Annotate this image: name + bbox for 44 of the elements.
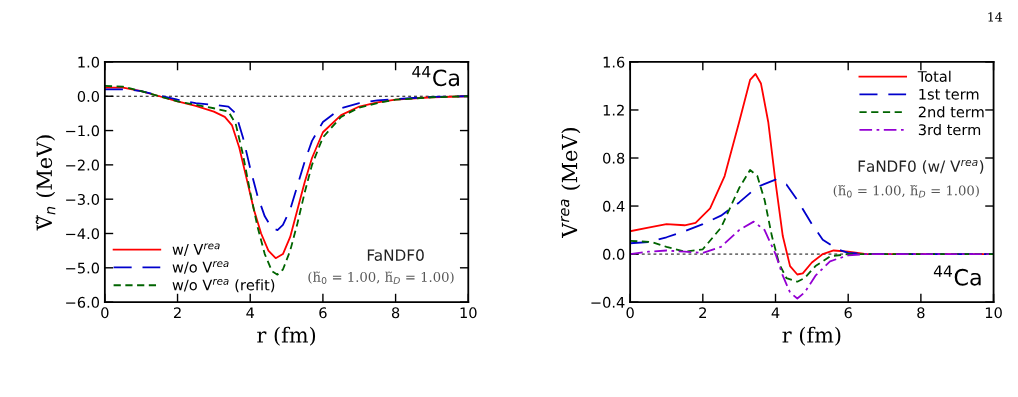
y-tick-label: −6.0 <box>66 296 100 308</box>
legend-label: 2nd term <box>918 106 984 118</box>
y-tick-label: −3.0 <box>66 193 100 205</box>
annotation: (h̃$_{0}$ = 1.00, h̃$_{D}$ = 1.00) <box>308 271 454 284</box>
x-tick-label: 0 <box>101 307 109 319</box>
y-tick-label: −5.0 <box>66 262 100 274</box>
y-axis-title: V$^{rea}$ (MeV) <box>560 128 581 238</box>
y-tick-label: −2.0 <box>66 159 100 171</box>
x-tick-label: 6 <box>844 307 852 319</box>
x-axis-title: r (fm) <box>782 326 841 346</box>
annotation: (h̃$_{0}$ = 1.00, h̃$_{D}$ = 1.00) <box>833 184 979 198</box>
x-tick-label: 4 <box>246 307 255 319</box>
x-tick-label: 6 <box>319 307 327 319</box>
y-tick-label: −1.0 <box>66 125 100 137</box>
annotation: FaNDF0 <box>367 249 424 261</box>
legend-label: w/o V$^{rea}$ <box>172 261 229 274</box>
text: 14 <box>988 12 1003 22</box>
y-axis-title: Ṽ$_{n}$ (MeV) <box>35 135 56 231</box>
x-tick-label: 10 <box>460 307 477 319</box>
legend-label: Total <box>917 70 951 82</box>
y-tick-label: 1.0 <box>78 56 100 68</box>
x-axis-title: r (fm) <box>257 326 316 346</box>
y-tick-label: 1.6 <box>603 56 625 68</box>
legend-label: 1st term <box>919 88 979 100</box>
y-tick-label: −4.0 <box>66 228 100 240</box>
y-tick-label: 0.8 <box>603 152 625 164</box>
y-tick-label: 1.2 <box>603 104 624 116</box>
x-tick-label: 10 <box>985 307 1002 319</box>
annotation: FaNDF0 (w/ V$^{rea}$) <box>858 159 984 174</box>
x-tick-label: 8 <box>917 307 925 319</box>
x-tick-label: 4 <box>771 307 780 319</box>
y-tick-label: −0.4 <box>591 296 625 308</box>
legend-label: w/ V$^{rea}$ <box>172 243 220 257</box>
y-tick-label: 0.0 <box>603 248 625 260</box>
y-tick-label: 0.0 <box>77 90 100 102</box>
annotation: $^{44}$Ca <box>933 265 981 286</box>
legend-label: 3rd term <box>918 123 981 136</box>
y-tick-label: 0.4 <box>603 200 625 212</box>
annotation: $^{44}$Ca <box>412 66 459 87</box>
x-tick-label: 0 <box>626 307 634 319</box>
x-tick-label: 2 <box>699 307 707 319</box>
legend-label: w/o V$^{rea}$ (refit) <box>172 278 275 293</box>
x-tick-label: 8 <box>391 307 400 319</box>
x-tick-label: 2 <box>173 307 181 319</box>
